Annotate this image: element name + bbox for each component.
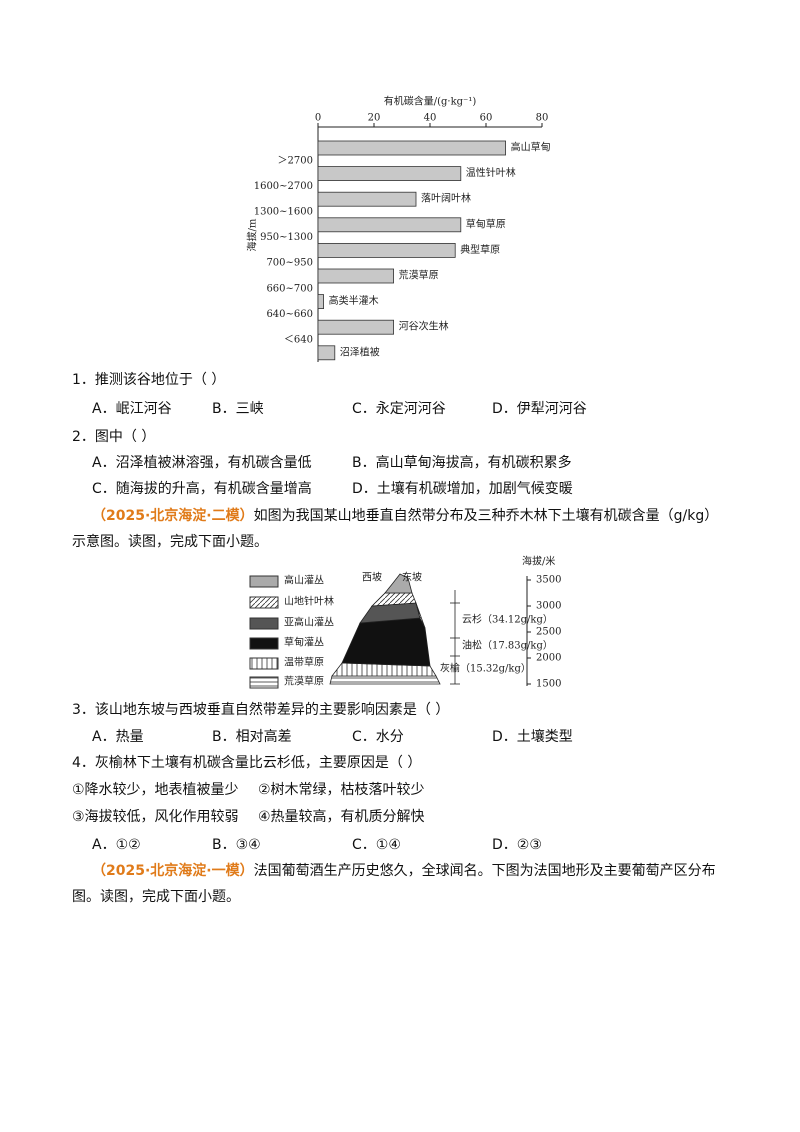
- bar-label: 高类半灌木: [329, 294, 379, 307]
- legend-label: 温带草原: [284, 657, 324, 669]
- intro: （2025·北京海淀·一模）法国葡萄酒生产历史悠久，全球闻名。下图为法国地形及主…: [72, 858, 728, 910]
- x-tick-label: 20: [368, 113, 381, 124]
- x-axis-title: 有机碳含量/(g·kg⁻¹): [384, 95, 477, 108]
- elevation-label: 1600~2700: [254, 181, 313, 192]
- elevation-label: 700~950: [266, 258, 313, 269]
- x-tick-label: 0: [315, 113, 321, 124]
- bar-label: 温性针叶林: [466, 166, 516, 179]
- east-label: 东坡: [402, 571, 422, 584]
- option: D．土壤类型: [492, 729, 573, 745]
- bar: [317, 191, 417, 207]
- annotation: 灰榆（15.32g/kg）: [440, 662, 531, 675]
- bar-label: 高山草甸: [511, 141, 551, 154]
- option: A．岷江河谷: [92, 401, 172, 417]
- source: （2025·北京海淀·一模）: [92, 863, 254, 879]
- intro: （2025·北京海淀·二模）如图为我国某山地垂直自然带分布及三种乔木林下土壤有机…: [72, 503, 728, 555]
- annotation: 油松（17.83g/kg）: [462, 639, 553, 652]
- bar-label: 河谷次生林: [399, 320, 449, 333]
- option: C．随海拔的升高，有机碳含量增高: [92, 481, 312, 497]
- bar: [317, 166, 462, 182]
- option: A．①②: [92, 837, 141, 853]
- bar: [317, 268, 394, 284]
- option: B．高山草甸海拔高，有机碳积累多: [352, 455, 572, 471]
- statement: ①降水较少，地表植被量少: [72, 782, 239, 798]
- x-tick-label: 80: [536, 113, 549, 124]
- elevation-label: 950~1300: [260, 232, 313, 243]
- option: C．永定河河谷: [352, 401, 446, 417]
- option: B．③④: [212, 837, 261, 853]
- y-tick-label: 3500: [536, 575, 561, 586]
- x-tick-label: 40: [424, 113, 437, 124]
- question-stem: 3．该山地东坡与西坡垂直自然带差异的主要影响因素是（ ）: [72, 702, 450, 718]
- option: C．①④: [352, 837, 401, 853]
- option: D．②③: [492, 837, 542, 853]
- legend-label: 荒漠草原: [284, 676, 324, 688]
- y-axis-title: 海拔/米: [522, 555, 555, 568]
- brackets: [450, 590, 460, 685]
- source: （2025·北京海淀·二模）: [92, 508, 254, 524]
- y-tick-label: 2000: [536, 653, 561, 664]
- bar: [317, 294, 324, 310]
- bar-label: 沼泽植被: [340, 345, 380, 358]
- option: D．土壤有机碳增加，加剧气候变暖: [352, 481, 573, 497]
- x-tick-label: 60: [480, 113, 493, 124]
- statement: ④热量较高，有机质分解快: [258, 809, 425, 825]
- question-stem: 1．推测该谷地位于（ ）: [72, 372, 226, 388]
- mountain: [329, 573, 441, 685]
- annotation: 云杉（34.12g/kg）: [462, 613, 553, 626]
- bar: [317, 242, 456, 258]
- elevation-label: ＜640: [284, 335, 313, 346]
- question-stem: 2．图中（ ）: [72, 429, 156, 445]
- mountain-diagram: 西坡 东坡 海拔/米 云杉（34.12g/kg） 油松（17.83g/kg） 灰…: [249, 555, 561, 690]
- legend-label: 山地针叶林: [284, 595, 334, 608]
- intro-text: 如图为我国某山地垂直自然带分布及三种乔木林下土壤有机碳含量（g/kg）示意图。读…: [72, 508, 719, 550]
- elevation-label: 640~660: [266, 309, 313, 320]
- elevation-label: ＞2700: [278, 155, 313, 166]
- elevation-label: 660~700: [266, 283, 313, 294]
- intro-text: 法国葡萄酒生产历史悠久，全球闻名。下图为法国地形及主要葡萄产区分布图。读图，完成…: [72, 863, 716, 905]
- legend-label: 亚高山灌丛: [284, 616, 334, 629]
- elevation-label: 1300~1600: [254, 207, 313, 218]
- bar-label: 典型草原: [460, 243, 500, 256]
- option: B．三峡: [212, 401, 264, 417]
- option: D．伊犁河河谷: [492, 401, 587, 417]
- y-tick-label: 2500: [536, 627, 561, 638]
- bar: [317, 319, 394, 335]
- bar-label: 落叶阔叶林: [421, 192, 471, 205]
- statement: ②树木常绿，枯枝落叶较少: [258, 782, 425, 798]
- y-tick-label: 1500: [536, 679, 561, 690]
- option: A．热量: [92, 729, 144, 745]
- question-stem: 4．灰榆林下土壤有机碳含量比云杉低，主要原因是（ ）: [72, 755, 422, 771]
- option: C．水分: [352, 729, 404, 745]
- legend-label: 草甸灌丛: [284, 636, 324, 649]
- legend-label: 高山灌丛: [284, 574, 324, 587]
- option: A．沼泽植被淋溶强，有机碳含量低: [92, 455, 312, 471]
- bar-chart: 有机碳含量/(g·kg⁻¹) 海拔/m 0 20 40 60 80 高山草甸温性针叶林落叶…: [246, 95, 551, 362]
- legend-swatches: [249, 575, 279, 689]
- option: B．相对高差: [212, 729, 292, 745]
- bar-label: 荒漠草原: [399, 270, 439, 282]
- bar: [317, 140, 507, 156]
- y-axis-title: 海拔/m: [246, 218, 259, 251]
- statement: ③海拔较低，风化作用较弱: [72, 809, 239, 825]
- bar: [317, 345, 336, 361]
- bar-label: 草甸草原: [466, 217, 506, 230]
- y-tick-label: 3000: [536, 601, 561, 612]
- bar: [317, 217, 462, 233]
- west-label: 西坡: [362, 571, 382, 584]
